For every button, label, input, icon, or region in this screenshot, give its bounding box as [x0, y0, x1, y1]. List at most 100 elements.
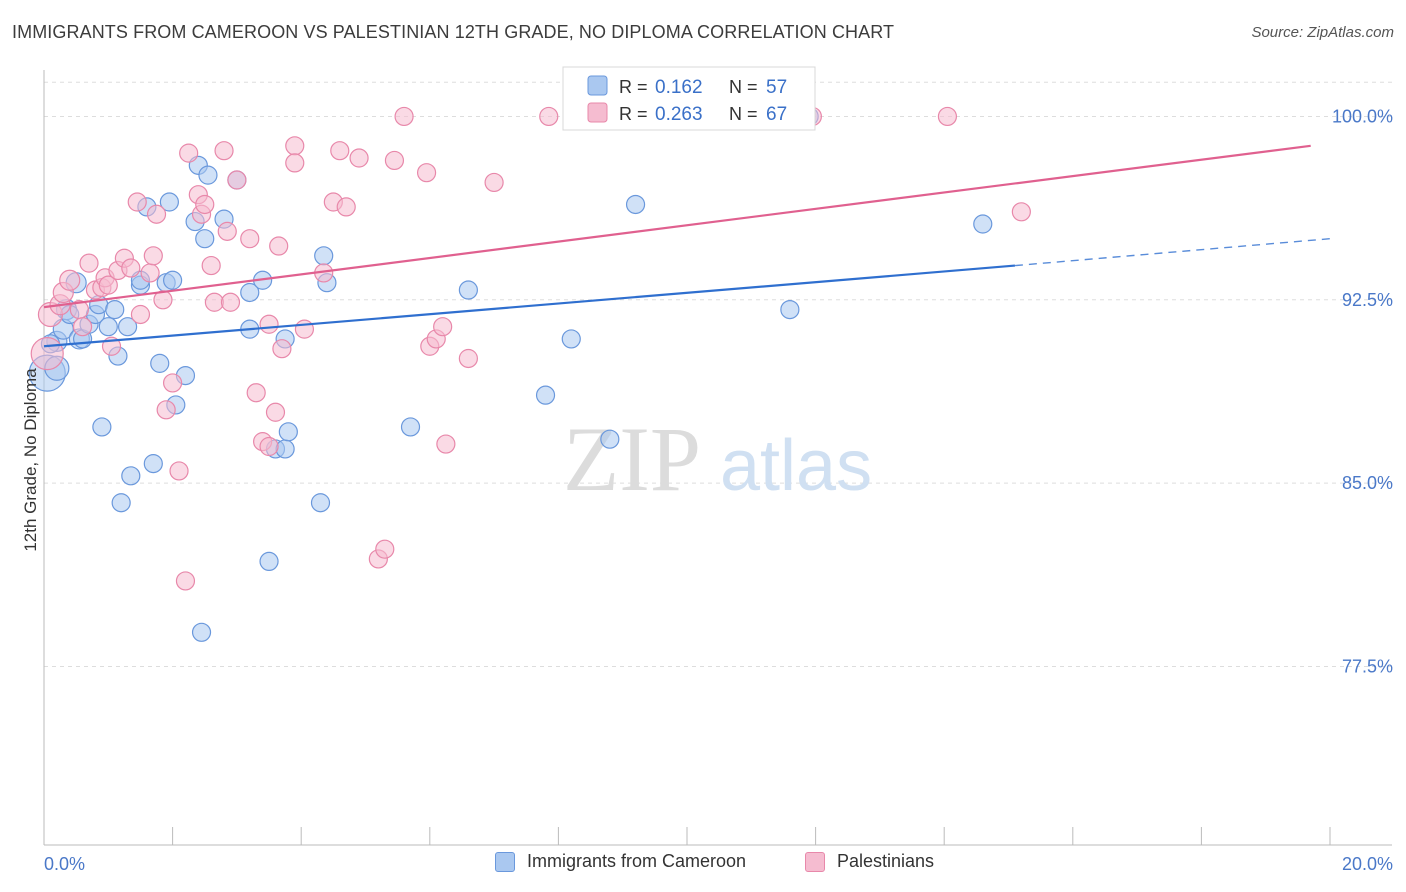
palestinian-point-26: [179, 143, 199, 163]
palestinian-point-0: [30, 336, 64, 371]
cameroon-point-44: [310, 493, 331, 513]
palestinian-point-60: [436, 434, 456, 454]
cameroon-point-48: [458, 280, 478, 300]
palestinian-point-29: [195, 194, 215, 215]
cameroon-point-41: [275, 439, 295, 459]
chart-title: IMMIGRANTS FROM CAMEROON VS PALESTINIAN …: [12, 22, 895, 42]
legend-swatch: [495, 851, 515, 872]
x-tick-label-end: 20.0%: [1342, 854, 1393, 874]
y-tick-label-3: 100.0%: [1332, 106, 1393, 126]
cameroon-point-39: [259, 551, 279, 572]
palestinian-point-54: [384, 150, 405, 171]
cameroon-point-31: [195, 229, 215, 249]
palestinian-point-40: [259, 436, 279, 457]
cameroon-point-23: [150, 353, 170, 373]
palestinian-point-32: [214, 141, 234, 161]
cameroon-point-33: [191, 622, 212, 642]
cameroon-point-52: [625, 194, 646, 215]
cameroon-point-12: [92, 417, 112, 437]
palestinian-point-16: [127, 192, 147, 212]
palestinian-point-37: [246, 383, 266, 403]
palestinian-point-4: [59, 269, 81, 291]
legend-r-value-palestinians: 0.263: [655, 104, 703, 125]
cameroon-point-18: [111, 493, 131, 513]
cameroon-point-16: [117, 317, 138, 337]
legend-label-cameroon: Immigrants from Cameroon: [527, 851, 747, 871]
cameroon-point-14: [105, 299, 125, 320]
palestinian-point-49: [330, 141, 350, 161]
palestinian-point-50: [336, 197, 356, 217]
cameroon-point-13: [98, 317, 118, 337]
cameroon-point-17: [121, 466, 141, 486]
legend-r-label-palestinians: R =: [619, 104, 648, 124]
legend-swatch: [805, 851, 825, 872]
legend-item-palestinians[interactable]: Palestinians: [805, 851, 934, 872]
cameroon-point-43: [278, 422, 298, 442]
legend-label-palestinians: Palestinians: [837, 851, 935, 871]
trend-lines: [43, 144, 1331, 348]
y-axis-label: 12th Grade, No Diploma: [21, 368, 40, 552]
x-tick-label-start: 0.0%: [44, 854, 85, 874]
y-tick-label-1: 85.0%: [1342, 473, 1393, 493]
watermark: ZIP atlas: [563, 408, 872, 510]
palestinian-point-66: [1011, 202, 1031, 222]
palestinian-point-18: [140, 263, 160, 283]
palestinian-point-23: [163, 373, 183, 393]
legend-n-value-palestinians: 67: [766, 104, 787, 125]
x-tick-labels: 0.0% 20.0%: [44, 854, 1393, 874]
cameroon-point-50: [561, 329, 581, 349]
palestinian-point-42: [269, 236, 289, 256]
palestinian-point-25: [175, 571, 196, 591]
palestinian-point-34: [220, 292, 241, 312]
palestinian-point-17: [130, 304, 151, 325]
palestinian-point-53: [375, 539, 395, 559]
palestinian-point-36: [240, 229, 260, 249]
palestinian-point-22: [156, 400, 176, 420]
palestinian-point-20: [146, 204, 167, 224]
palestinian-point-19: [143, 246, 163, 266]
palestinian-point-55: [394, 106, 414, 127]
legend-stats: R = 0.162 N = 57 R = 0.263 N = 67: [562, 66, 816, 131]
cameroon-point-55: [973, 214, 993, 234]
cameroon-point-27: [163, 270, 183, 290]
source-credit: Source: ZipAtlas.com: [1251, 24, 1394, 41]
legend-r-value-cameroon: 0.162: [655, 77, 703, 98]
cameroon-point-37: [240, 282, 260, 303]
watermark-zip: ZIP: [563, 408, 701, 510]
palestinian-point-7: [79, 253, 99, 273]
cameroon-point-32: [198, 165, 218, 185]
cameroon-point-25: [159, 192, 179, 212]
palestinian-point-30: [201, 255, 221, 276]
palestinian-point-63: [539, 106, 559, 127]
palestinian-point-62: [484, 172, 504, 193]
grid-lines: [44, 81, 1392, 668]
y-tick-label-2: 92.5%: [1342, 290, 1393, 310]
palestinian-point-41: [265, 402, 286, 422]
palestinian-point-44: [285, 136, 305, 156]
axes: [43, 70, 1392, 846]
palestinian-point-51: [349, 148, 369, 168]
legend-n-label-cameroon: N =: [729, 77, 758, 97]
cameroon-point-22: [143, 454, 163, 474]
palestinian-point-59: [433, 317, 453, 337]
palestinian-point-31: [204, 292, 224, 312]
palestinian-point-33: [217, 221, 237, 241]
cameroon-point-49: [535, 385, 556, 405]
cameroon-trend-line: [43, 264, 1016, 348]
y-tick-labels: 77.5% 85.0% 92.5% 100.0%: [1332, 106, 1393, 676]
palestinian-point-24: [169, 461, 189, 481]
cameroon-point-45: [314, 246, 334, 266]
palestinian-point-11: [98, 275, 118, 295]
cameroon-trend-extension: [1014, 237, 1331, 267]
legend-bottom: Immigrants from Cameroon Palestinians: [0, 851, 1406, 879]
watermark-atlas: atlas: [720, 426, 872, 506]
legend-swatch-palestinians: [587, 102, 608, 123]
palestinian-point-56: [416, 163, 437, 183]
palestinian-point-21: [153, 290, 173, 310]
legend-item-cameroon[interactable]: Immigrants from Cameroon: [495, 851, 746, 872]
palestinian-trend-line: [43, 144, 1311, 309]
legend-n-value-cameroon: 57: [766, 77, 787, 98]
palestinian-point-6: [72, 317, 93, 337]
palestinian-point-35: [227, 170, 247, 190]
